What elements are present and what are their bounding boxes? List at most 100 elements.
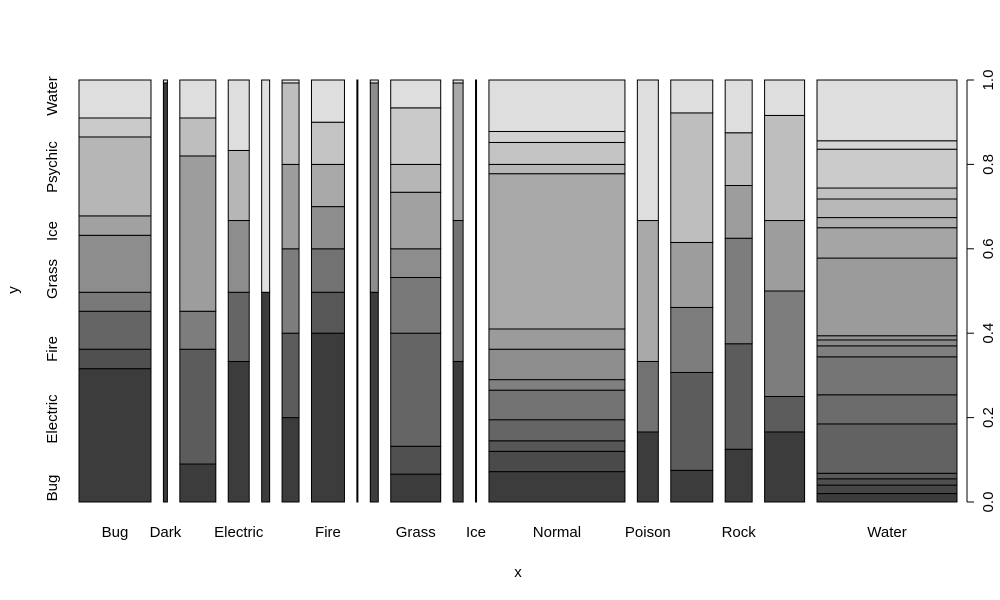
spine-segment [390,163,442,193]
spine-segment [452,220,464,362]
spine-segment [724,237,753,345]
spine-segment [281,82,300,165]
spine-segment [78,348,152,370]
spine-segment [356,79,359,503]
spine-segment [390,276,442,334]
spine-segment [179,310,217,350]
spine-segment [281,163,300,250]
plot-area [78,79,958,503]
spine-segment [475,79,478,503]
spine-segment [310,163,345,208]
spine-segment [310,121,345,165]
spine-segment [816,140,958,150]
spine-segment [488,450,626,473]
spine-segment [390,191,442,250]
spine-segment [452,82,464,222]
spine-segment [390,79,442,109]
y-tick-label: Fire [44,336,61,362]
y-tick-labels: Bug Electric Fire Grass Ice Psychic Water [44,76,61,501]
spine-segment [227,149,250,222]
spine-segment [179,463,217,503]
x-tick-label: Water [867,524,906,541]
spine-segment [227,220,250,293]
spine-segment [488,419,626,442]
spine-segment [764,290,806,397]
spine-segment [310,332,345,503]
spine-segment [281,417,300,503]
spine-segment [227,79,250,151]
spine-segment [488,79,626,132]
spine-segment [310,206,345,250]
spine-segment [670,306,714,373]
right-axis: 0.0 0.2 0.4 0.6 0.8 1.0 [966,70,997,513]
spine-segment [724,132,753,186]
spine-segment [816,198,958,219]
spine-segment [78,291,152,312]
right-axis-label: 0.8 [980,154,997,175]
y-tick-label: Ice [44,221,61,241]
spine-segment [670,469,714,503]
spine-segment [310,79,345,123]
right-axis-label: 0.2 [980,407,997,428]
spine-segment [816,187,958,200]
y-tick-label: Grass [44,259,61,299]
x-tick-labels: Bug Dark Electric Fire Grass Ice Normal Poison R… [102,524,907,541]
spine-segment [670,371,714,471]
spine-segment [369,82,379,293]
x-axis-label: x [514,564,522,581]
y-axis-label: y [5,286,22,294]
spine-segment [281,248,300,334]
spine-segment [816,335,958,341]
x-tick-label: Ice [466,524,486,541]
spine-segment [488,163,626,175]
spine-segment [816,148,958,189]
spine-segment [724,448,753,503]
spine-segment [764,79,806,116]
spine-segment [179,117,217,157]
spine-segment [179,155,217,312]
spine-segment [390,473,442,503]
y-tick-label: Psychic [44,141,61,193]
spine-segment [816,356,958,396]
spine-segment [488,328,626,350]
spine-segment [764,431,806,503]
spine-segment [816,345,958,358]
spine-segment [816,478,958,486]
spine-segment [310,291,345,334]
x-tick-label: Normal [533,524,581,541]
spine-segment [390,332,442,447]
y-tick-label: Electric [44,394,61,444]
spine-segment [488,379,626,391]
right-axis-label: 1.0 [980,70,997,91]
spine-segment [261,79,271,293]
spine-segment [227,360,250,503]
spine-segment [816,472,958,480]
spine-segment [78,117,152,138]
spine-segment [390,445,442,475]
spine-segment [78,79,152,119]
spine-segment [724,79,753,134]
spine-segment [636,220,659,362]
spine-segment [488,130,626,143]
right-axis-label: 0.0 [980,492,997,513]
spine-segment [261,291,271,503]
spine-segment [636,360,659,433]
spine-segment [764,114,806,222]
spine-segment [816,394,958,425]
x-tick-label: Electric [214,524,264,541]
x-tick-label: Poison [625,524,671,541]
y-tick-label: Bug [44,475,61,502]
spine-segment [816,423,958,474]
spine-segment [78,234,152,293]
x-tick-label: Bug [102,524,129,541]
x-tick-label: Dark [150,524,182,541]
spine-segment [816,484,958,495]
spine-segment [78,215,152,236]
spine-segment [488,440,626,452]
x-tick-label: Fire [315,524,341,541]
spine-segment [724,185,753,239]
right-axis-label: 0.4 [980,323,997,344]
x-tick-label: Rock [722,524,757,541]
spine-segment [369,79,379,84]
